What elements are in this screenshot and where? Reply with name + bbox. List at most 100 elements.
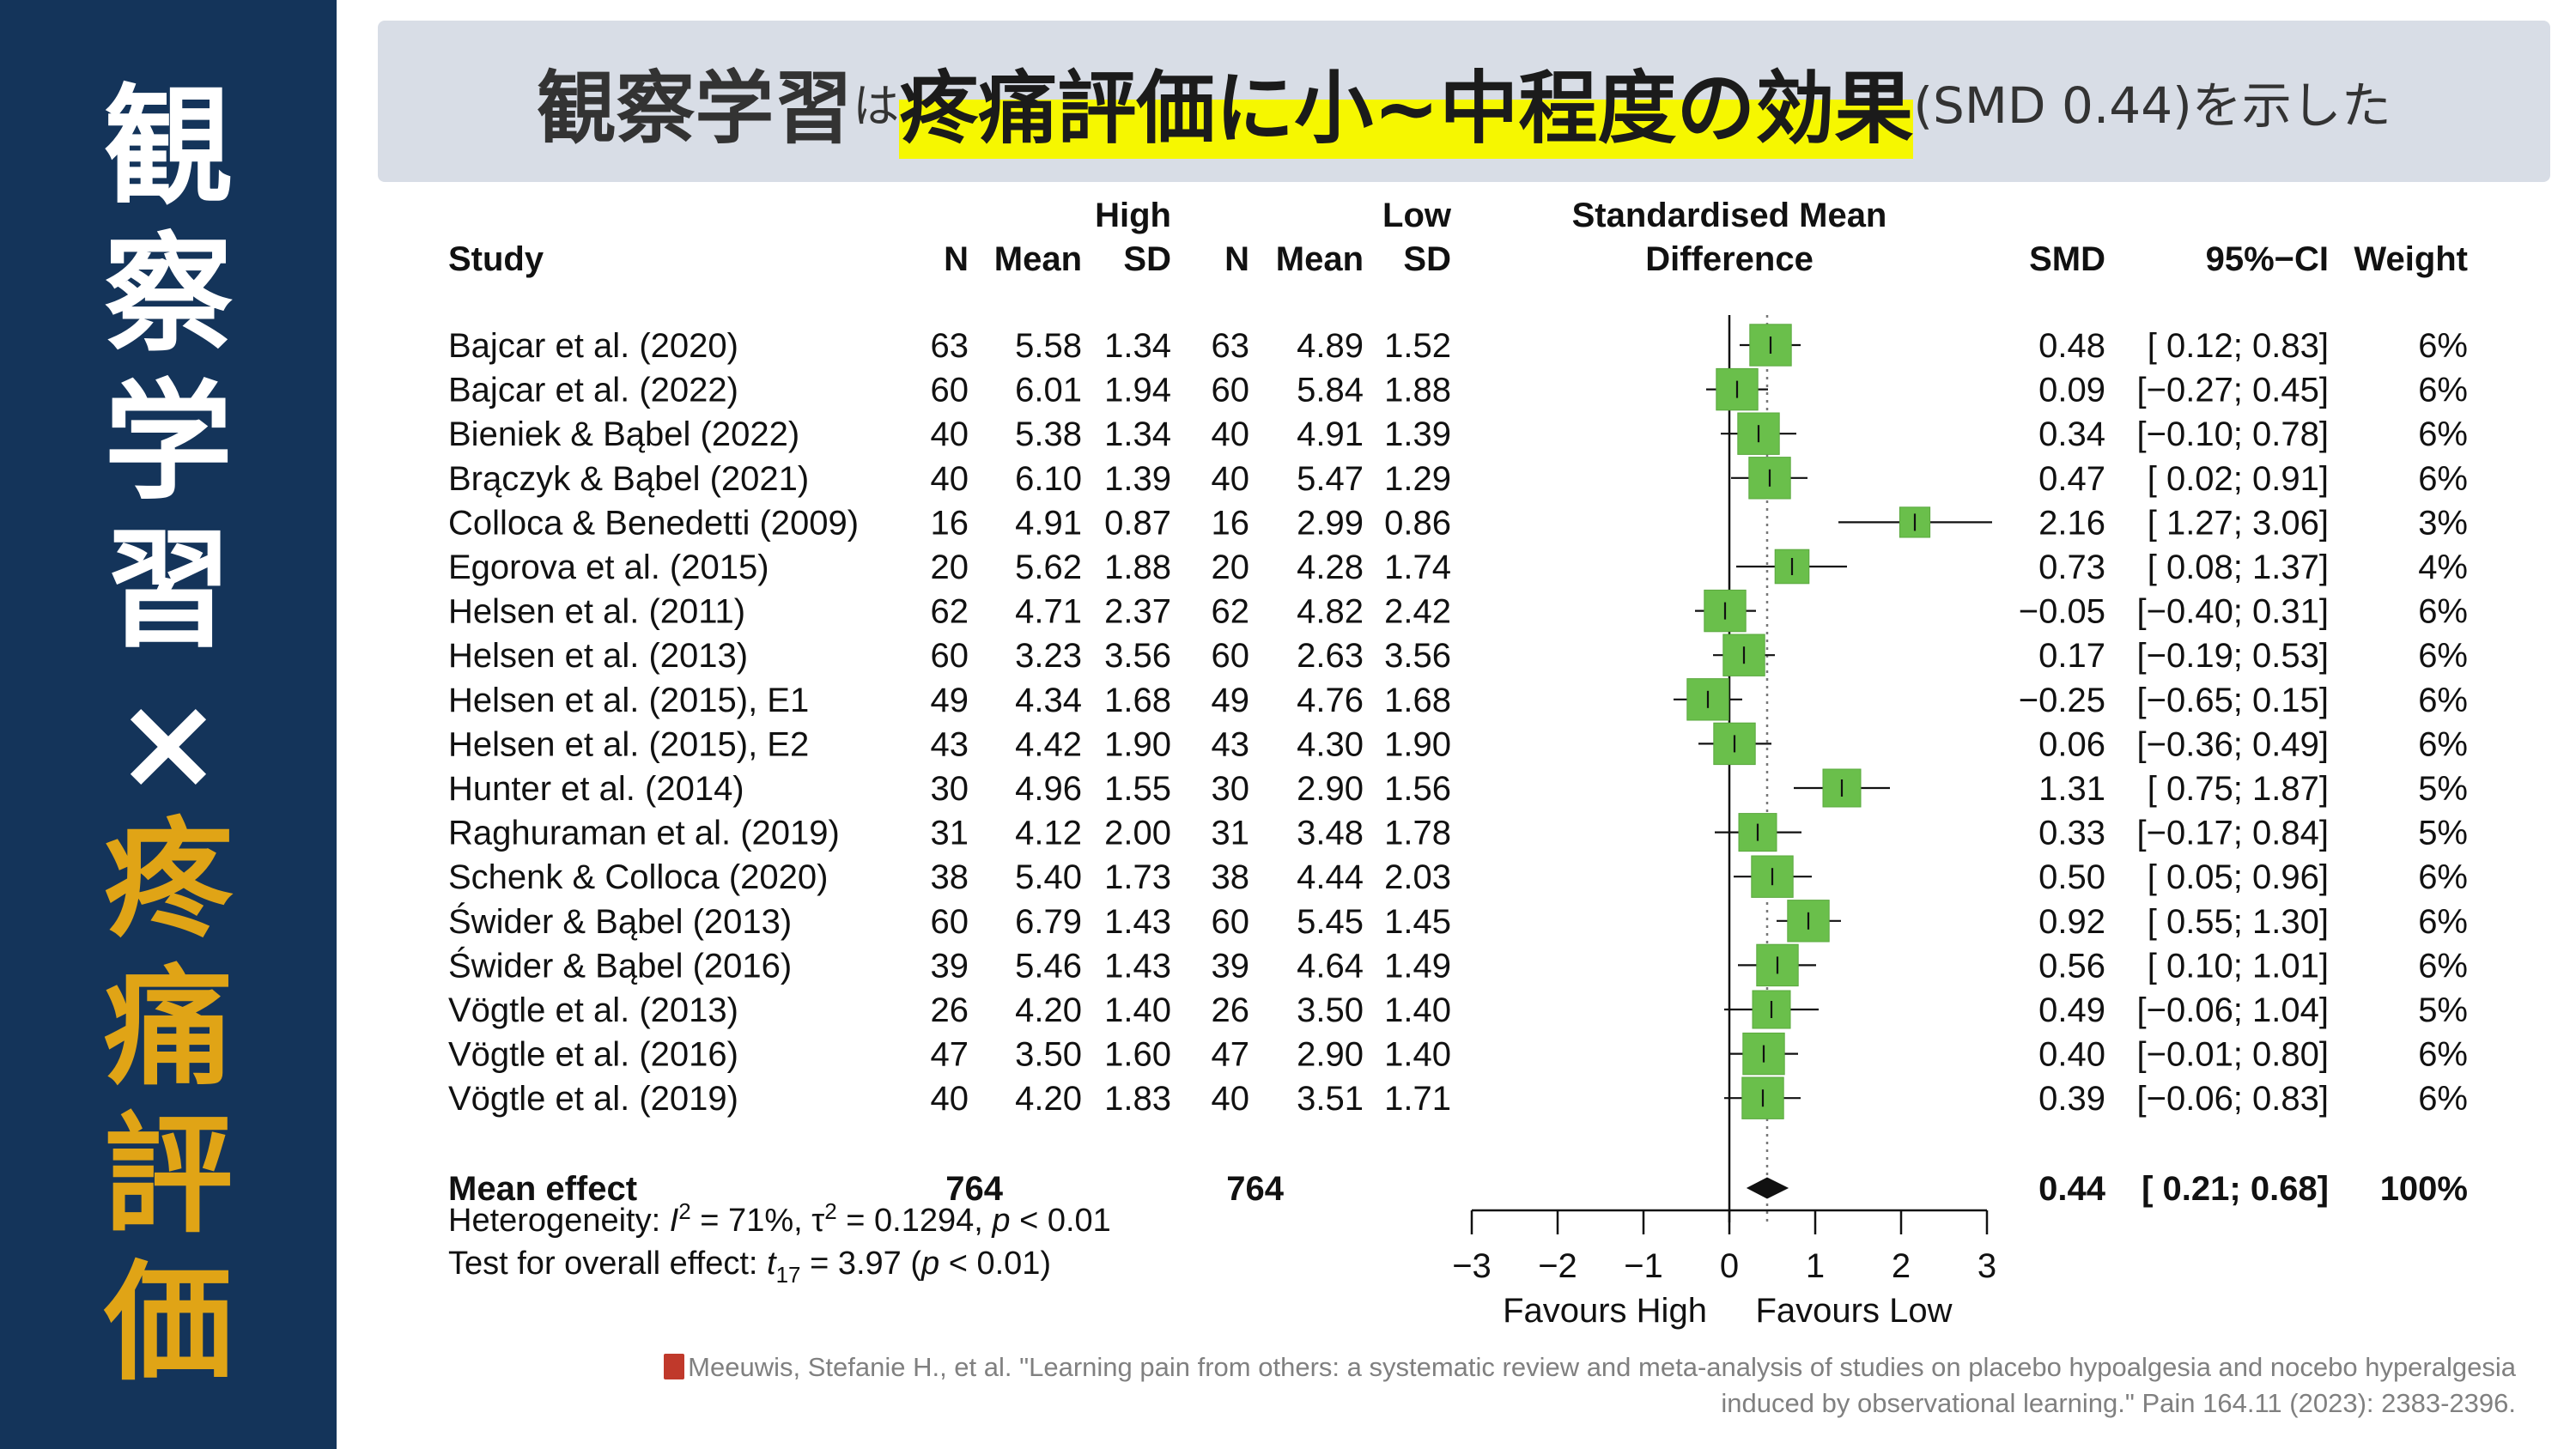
n-low-value: 40 xyxy=(1212,415,1250,453)
sidebar-char: 習 xyxy=(103,516,233,665)
mean-low-value: 2.90 xyxy=(1297,1036,1364,1074)
sidebar-title-top: 観 察 学 習 xyxy=(0,74,337,664)
weight-value: 6% xyxy=(2418,372,2468,409)
favours-low-label: Favours Low xyxy=(1756,1292,1953,1330)
sidebar-char: 痛 xyxy=(103,954,233,1103)
book-icon xyxy=(664,1354,685,1379)
n-high-value: 60 xyxy=(931,372,969,409)
mean-high-value: 4.42 xyxy=(1015,725,1082,763)
n-high-value: 40 xyxy=(931,415,969,453)
study-label: Brączyk & Bąbel (2021) xyxy=(448,460,809,498)
n-high-value: 63 xyxy=(931,327,969,365)
sidebar: 観 察 学 習 × 疼 痛 評 価 xyxy=(0,0,337,1449)
n-high-value: 30 xyxy=(931,770,969,808)
mean-high-value: 6.10 xyxy=(1015,460,1082,498)
t-subscript: 17 xyxy=(776,1262,801,1288)
sd-high-value: 1.94 xyxy=(1104,372,1171,409)
x-axis-tick-label: −2 xyxy=(1538,1247,1577,1285)
heterogeneity-p-value: < 0.01 xyxy=(1011,1203,1111,1239)
sidebar-char: 学 xyxy=(103,368,233,518)
sd-high-value: 1.73 xyxy=(1104,858,1171,896)
study-label: Helsen et al. (2013) xyxy=(448,637,748,675)
citation-line-2: induced by observational learning." Pain… xyxy=(1721,1388,2516,1418)
sidebar-title-bottom: 疼 痛 評 価 xyxy=(0,807,337,1397)
smd-value: 1.31 xyxy=(2038,770,2105,808)
sd-high-value: 1.39 xyxy=(1104,460,1171,498)
weight-value: 6% xyxy=(2418,637,2468,675)
smd-value: 0.39 xyxy=(2038,1080,2105,1118)
mean-low-value: 4.89 xyxy=(1297,327,1364,365)
study-label: Hunter et al. (2014) xyxy=(448,770,744,808)
weight-value: 6% xyxy=(2418,1080,2468,1118)
ci-value: [−0.65; 0.15] xyxy=(2136,682,2329,719)
sd-low-value: 1.56 xyxy=(1384,770,1451,808)
study-label: Egorova et al. (2015) xyxy=(448,549,769,586)
header-low: Low xyxy=(1382,197,1452,234)
p-symbol: p xyxy=(920,1246,939,1282)
n-high-value: 16 xyxy=(931,504,969,542)
sd-low-value: 1.45 xyxy=(1384,903,1451,941)
n-low-value: 40 xyxy=(1212,1080,1250,1118)
sd-low-value: 1.40 xyxy=(1384,991,1451,1029)
weight-value: 6% xyxy=(2418,903,2468,941)
n-low-value: 60 xyxy=(1212,637,1250,675)
header-weight: Weight xyxy=(2354,240,2468,278)
n-high-value: 39 xyxy=(931,947,969,985)
t-value: = 3.97 ( xyxy=(801,1246,922,1282)
n-high-value: 31 xyxy=(931,815,969,852)
mean-high-value: 4.20 xyxy=(1015,1080,1082,1118)
sd-low-value: 1.52 xyxy=(1384,327,1451,365)
header-high: High xyxy=(1095,197,1171,234)
weight-value: 4% xyxy=(2418,549,2468,586)
mean-high-value: 4.96 xyxy=(1015,770,1082,808)
mean-low-value: 4.76 xyxy=(1297,682,1364,719)
ci-value: [−0.10; 0.78] xyxy=(2136,415,2329,453)
mean-low-value: 4.44 xyxy=(1297,858,1364,896)
ci-value: [−0.01; 0.80] xyxy=(2136,1036,2329,1074)
study-label: Bajcar et al. (2022) xyxy=(448,372,738,409)
smd-value: 0.49 xyxy=(2038,991,2105,1029)
effect-square xyxy=(1741,1076,1784,1119)
n-high-value: 26 xyxy=(931,991,969,1029)
mean-high-value: 5.58 xyxy=(1015,327,1082,365)
effect-square xyxy=(1748,457,1791,500)
x-axis-tick-label: 2 xyxy=(1892,1247,1911,1285)
headline-banner: 観察学習 は 疼痛評価に小~中程度の効果 (SMD 0.44)を示した xyxy=(378,21,2550,182)
overall-effect-text: Test for overall effect: t17 = 3.97 (p <… xyxy=(448,1246,1051,1288)
smd-value: 0.92 xyxy=(2038,903,2105,941)
smd-value: −0.05 xyxy=(2019,593,2105,631)
n-high-value: 49 xyxy=(931,682,969,719)
smd-value: 0.06 xyxy=(2038,725,2105,763)
study-label: Vögtle et al. (2019) xyxy=(448,1080,738,1118)
study-label: Helsen et al. (2015), E1 xyxy=(448,682,809,719)
n-low-value: 16 xyxy=(1212,504,1250,542)
sd-low-value: 3.56 xyxy=(1384,637,1451,675)
study-label: Świder & Bąbel (2013) xyxy=(448,901,792,941)
n-low-value: 38 xyxy=(1212,858,1250,896)
header-n-high: N xyxy=(944,240,969,278)
ci-value: [−0.40; 0.31] xyxy=(2136,593,2329,631)
n-low-value: 31 xyxy=(1212,815,1250,852)
headline-part-4: (SMD 0.44)を示した xyxy=(1913,76,2391,135)
n-low-value: 39 xyxy=(1212,947,1250,985)
study-label: Vögtle et al. (2016) xyxy=(448,1036,738,1074)
mean-low-value: 4.91 xyxy=(1297,415,1364,453)
n-high-value: 20 xyxy=(931,549,969,586)
study-label: Świder & Bąbel (2016) xyxy=(448,945,792,985)
sd-low-value: 1.90 xyxy=(1384,725,1451,763)
header-mean-high: Mean xyxy=(994,240,1082,278)
sd-low-value: 1.74 xyxy=(1384,549,1451,586)
ci-value: [ 0.12; 0.83] xyxy=(2148,327,2329,365)
mean-high-value: 5.62 xyxy=(1015,549,1082,586)
smd-value: 0.56 xyxy=(2038,947,2105,985)
x-axis-tick-label: −1 xyxy=(1624,1247,1663,1285)
smd-value: 0.40 xyxy=(2038,1036,2105,1074)
citation: Meeuwis, Stefanie H., et al. "Learning p… xyxy=(550,1349,2516,1422)
n-high-value: 60 xyxy=(931,637,969,675)
sidebar-char: 価 xyxy=(103,1249,233,1398)
n-low-value: 26 xyxy=(1212,991,1250,1029)
sd-high-value: 0.87 xyxy=(1104,504,1171,542)
study-label: Colloca & Benedetti (2009) xyxy=(448,504,859,542)
n-high-value: 38 xyxy=(931,858,969,896)
mean-high-value: 3.23 xyxy=(1015,637,1082,675)
